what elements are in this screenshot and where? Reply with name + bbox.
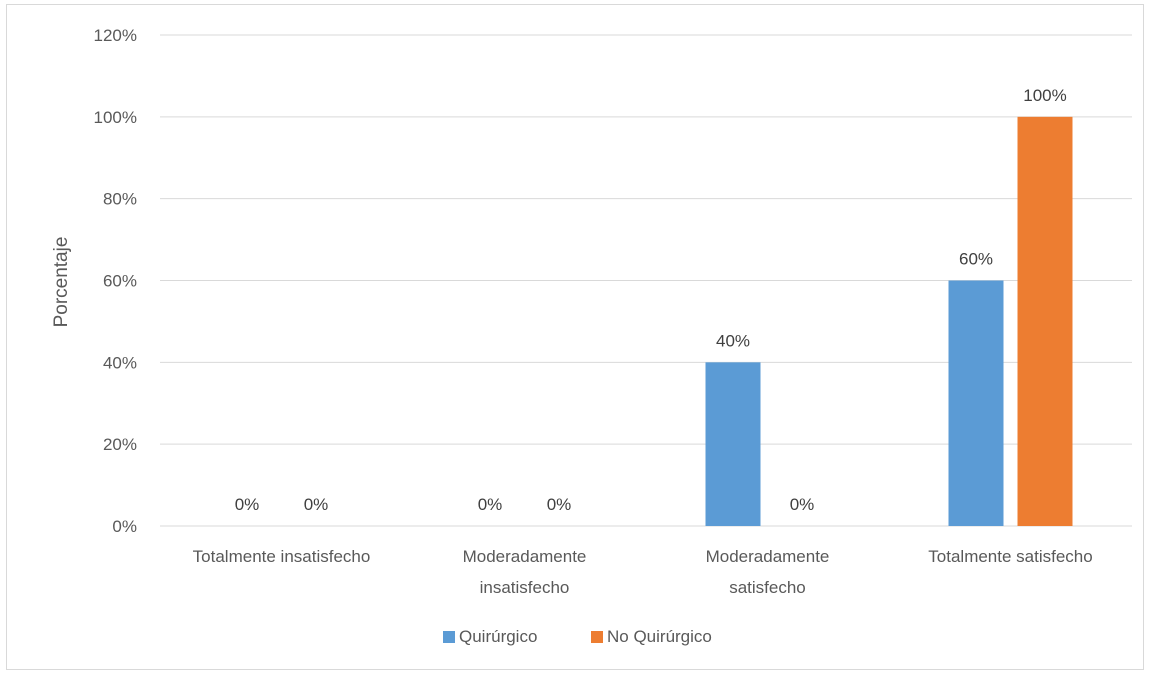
- y-axis-title: Porcentaje: [51, 237, 72, 328]
- data-label: 100%: [1023, 86, 1066, 105]
- legend-label: No Quirúrgico: [607, 627, 712, 646]
- y-tick-label: 80%: [103, 190, 137, 209]
- x-category-label: insatisfecho: [480, 578, 570, 597]
- legend: Quirúrgico No Quirúrgico: [443, 627, 712, 646]
- legend-swatch: [443, 631, 455, 643]
- data-label: 0%: [478, 495, 503, 514]
- data-label: 0%: [547, 495, 572, 514]
- legend-label: Quirúrgico: [459, 627, 537, 646]
- y-tick-label: 60%: [103, 272, 137, 291]
- y-tick-label: 40%: [103, 353, 137, 372]
- bar: [1017, 116, 1073, 526]
- x-category-label: Moderadamente: [706, 547, 830, 566]
- x-axis-categories: Totalmente insatisfecho Moderadamente insa…: [193, 547, 1093, 597]
- data-labels: 0% 0% 40% 60% 0% 0% 0% 100%: [235, 86, 1067, 514]
- x-category-label: satisfecho: [729, 578, 806, 597]
- bars: [705, 116, 1073, 526]
- legend-swatch: [591, 631, 603, 643]
- y-axis-ticks: 0% 20% 40% 60% 80% 100% 120%: [94, 26, 137, 536]
- data-label: 0%: [790, 495, 815, 514]
- y-tick-label: 0%: [112, 517, 137, 536]
- y-tick-label: 100%: [94, 108, 137, 127]
- y-tick-label: 120%: [94, 26, 137, 45]
- data-label: 0%: [235, 495, 260, 514]
- x-category-label: Totalmente satisfecho: [928, 547, 1092, 566]
- data-label: 60%: [959, 250, 993, 269]
- x-category-label: Moderadamente: [463, 547, 587, 566]
- y-tick-label: 20%: [103, 435, 137, 454]
- bar: [948, 280, 1004, 526]
- data-label: 0%: [304, 495, 329, 514]
- bar: [705, 362, 761, 526]
- x-category-label: Totalmente insatisfecho: [193, 547, 371, 566]
- data-label: 40%: [716, 331, 750, 350]
